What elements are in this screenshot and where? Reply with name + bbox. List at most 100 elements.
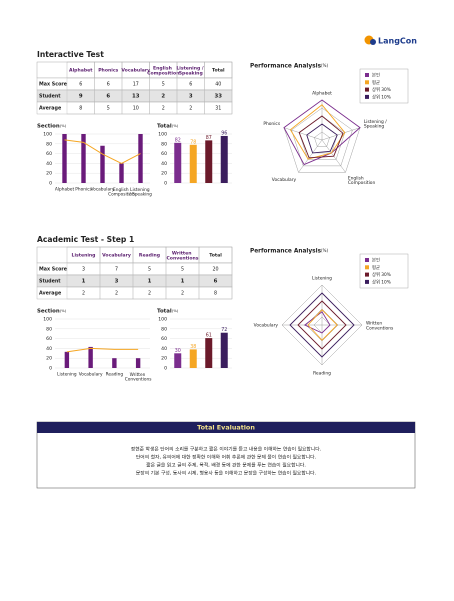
bar	[64, 351, 70, 368]
table-value: 6	[106, 94, 110, 100]
y-tick-label: 100	[158, 132, 167, 138]
legend-swatch	[365, 265, 369, 270]
radar-axis-label: Written Conventions	[366, 320, 394, 331]
y-tick-label: 40	[46, 161, 52, 167]
y-tick-label: 20	[46, 356, 52, 362]
radar-series	[306, 123, 338, 154]
y-tick-label: 80	[46, 326, 52, 332]
radar-spoke	[321, 127, 361, 141]
y-tick-label: 40	[46, 346, 52, 352]
radar-series	[303, 311, 331, 334]
row-label: Average	[39, 106, 62, 112]
table-value: 9	[79, 94, 83, 100]
table-header-bg	[36, 246, 233, 264]
column-header: Total	[212, 68, 225, 74]
x-tick-label: Alphabet	[55, 187, 75, 193]
data-label: 61	[206, 333, 212, 339]
x-tick-label: Reading	[106, 372, 124, 378]
table-value: 5	[181, 267, 184, 273]
legend-label: 상위 10%	[372, 278, 391, 285]
data-label: 87	[206, 135, 212, 141]
column-header: Listening	[72, 253, 96, 259]
y-tick-label: 0	[164, 366, 167, 372]
radar-axis-label: Alphabet	[312, 91, 332, 97]
legend-swatch	[365, 94, 369, 99]
chart-title: Performance Analysis(%)	[250, 63, 328, 70]
y-tick-label: 20	[161, 356, 167, 362]
radar-axis-label: Vocabulary	[272, 177, 297, 183]
x-tick-label: Vocabulary	[79, 372, 103, 378]
y-tick-label: 40	[161, 346, 167, 352]
table-value: 13	[132, 94, 140, 100]
radar-series	[283, 99, 361, 166]
table-value: 17	[133, 82, 139, 88]
chart-unit: (%)	[60, 308, 67, 313]
radar-axis-label: Phonics	[263, 121, 281, 127]
y-tick-label: 60	[46, 336, 52, 342]
table-value: 33	[214, 94, 222, 100]
legend-swatch	[365, 87, 369, 92]
legend-swatch	[365, 279, 369, 284]
evaluation-title: Total Evaluation	[197, 424, 255, 432]
bar	[205, 338, 213, 368]
column-header: Written Conventions	[166, 250, 198, 261]
y-tick-label: 60	[161, 336, 167, 342]
logo-icon	[370, 39, 376, 45]
chart-title: Performance Analysis(%)	[250, 248, 328, 255]
bar	[88, 346, 93, 368]
legend-label: 상위 30%	[372, 271, 391, 278]
table-value: 5	[107, 106, 110, 112]
table-value: 1	[82, 279, 86, 285]
data-label: 82	[175, 137, 181, 143]
logo: LangCon	[364, 35, 417, 46]
table-cell	[198, 286, 233, 300]
bar	[81, 134, 86, 183]
data-label: 96	[221, 130, 227, 136]
table-value: 6	[107, 82, 110, 88]
y-tick-label: 20	[46, 171, 52, 177]
radar-axis-label: English Composition	[348, 175, 376, 186]
y-tick-label: 80	[161, 326, 167, 332]
table-value: 6	[189, 82, 192, 88]
evaluation-line: 짧은 글을 읽고 글의 주제, 목적, 배경 등에 관한 문제를 푸는 연습이 …	[146, 462, 306, 469]
legend-swatch	[365, 272, 369, 277]
column-header: Vocabulary	[102, 253, 131, 259]
table-value: 2	[148, 291, 151, 297]
data-label: 78	[190, 139, 196, 145]
line-series	[64, 139, 141, 164]
chart-unit: (%)	[172, 308, 179, 313]
table-value: 6	[214, 279, 218, 285]
column-header: Phonics	[98, 68, 118, 74]
chart-unit: (%)	[321, 248, 328, 253]
legend-label: 평균	[372, 79, 380, 86]
radar-axis-label: Vocabulary	[254, 323, 279, 329]
bar	[62, 134, 67, 183]
x-tick-label: Listening	[57, 372, 77, 378]
radar-ring	[291, 107, 353, 167]
table-value: 8	[214, 291, 217, 297]
line-series	[66, 347, 139, 353]
table-value: 3	[189, 94, 193, 100]
table-value: 20	[212, 267, 218, 273]
logo-text: LangCon	[378, 37, 417, 46]
column-header: Vocabulary	[121, 68, 150, 74]
row-label: Average	[39, 291, 62, 297]
bar	[220, 135, 228, 183]
table-value: 5	[162, 82, 165, 88]
table-value: 6	[79, 82, 82, 88]
table-value: 10	[133, 106, 139, 112]
chart-unit: (%)	[60, 123, 67, 128]
bar	[205, 140, 213, 183]
table-value: 2	[181, 291, 184, 297]
bar	[138, 134, 143, 183]
y-tick-label: 60	[46, 151, 52, 157]
evaluation-header	[37, 422, 415, 433]
y-tick-label: 80	[46, 141, 52, 147]
table-value: 2	[189, 106, 192, 112]
row-label: Max Score	[39, 267, 68, 273]
table-value: 5	[148, 267, 151, 273]
y-tick-label: 0	[164, 181, 167, 187]
row-label: Student	[39, 279, 61, 285]
